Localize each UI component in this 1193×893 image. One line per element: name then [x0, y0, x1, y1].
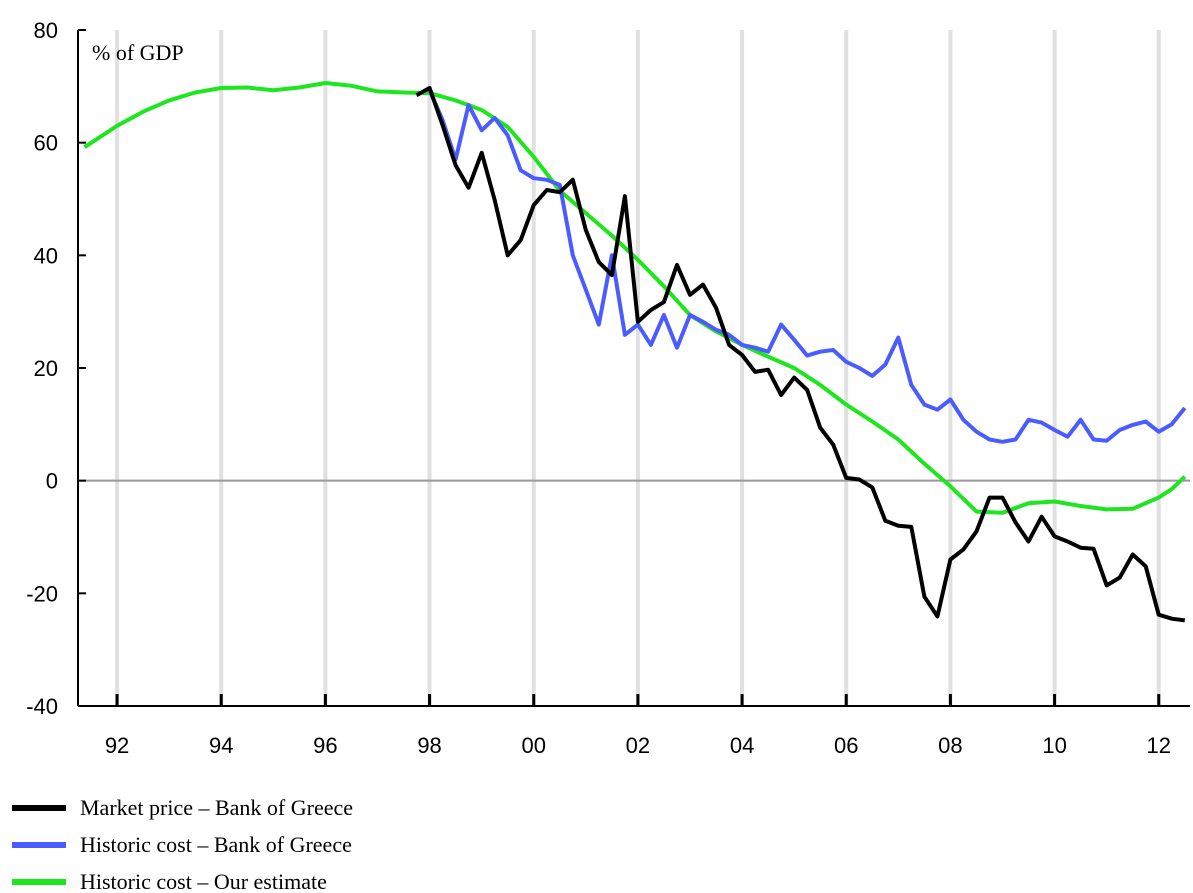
x-tick-label: 96 [313, 733, 337, 758]
x-tick-label: 00 [521, 733, 545, 758]
x-tick-label: 02 [626, 733, 650, 758]
y-tick-label: 60 [34, 131, 58, 156]
x-tick-label: 10 [1042, 733, 1066, 758]
y-tick-label: 80 [34, 18, 58, 43]
legend-label: Historic cost – Bank of Greece [80, 832, 352, 857]
series-line [415, 86, 1186, 623]
legend-label: Historic cost – Our estimate [80, 869, 327, 893]
x-tick-label: 06 [834, 733, 858, 758]
y-tick-label: 40 [34, 243, 58, 268]
y-tick-label: 20 [34, 356, 58, 381]
x-tick-label: 04 [730, 733, 754, 758]
y-axis-label: % of GDP [92, 40, 184, 65]
legend-label: Market price – Bank of Greece [80, 795, 353, 820]
x-tick-label: 08 [938, 733, 962, 758]
y-tick-label: -40 [26, 694, 58, 719]
x-tick-label: 98 [417, 733, 441, 758]
y-tick-label: -20 [26, 581, 58, 606]
series-line [427, 89, 1187, 444]
x-tick-label: 92 [105, 733, 129, 758]
x-tick-label: 94 [209, 733, 233, 758]
series-line [83, 81, 1187, 515]
y-tick-label: 0 [46, 469, 58, 494]
x-tick-label: 12 [1147, 733, 1171, 758]
